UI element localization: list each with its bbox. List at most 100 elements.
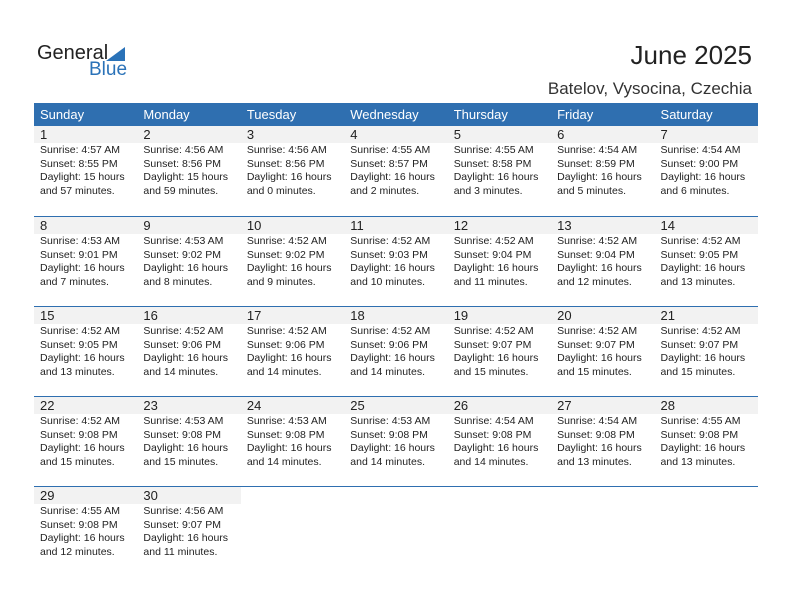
daylight-minutes: and 10 minutes. (350, 275, 425, 288)
logo: General Blue (37, 42, 127, 80)
sunrise-time: Sunrise: 4:55 AM (660, 415, 741, 427)
sunrise-time: Sunrise: 4:53 AM (40, 235, 120, 247)
sunset-time: Sunset: 9:08 PM (40, 518, 118, 531)
sunset-time: Sunset: 9:07 PM (557, 338, 635, 351)
daylight-hours: Daylight: 16 hours (350, 352, 435, 364)
daylight-hours: Daylight: 16 hours (660, 352, 746, 364)
sunrise-time: Sunrise: 4:53 AM (350, 415, 431, 427)
day-number: 8 (34, 217, 138, 234)
day-number: 20 (551, 307, 655, 324)
daylight-minutes: and 13 minutes. (40, 365, 115, 378)
daylight-hours: Daylight: 16 hours (246, 352, 332, 364)
daylight-hours: Daylight: 16 hours (246, 171, 332, 183)
sunset-time: Sunset: 9:00 PM (660, 157, 739, 170)
logo-general-text: General (37, 42, 109, 64)
daylight-hours: Daylight: 16 hours (143, 262, 229, 274)
day-cell: 3 Sunrise: 4:56 AM Sunset: 8:56 PM Daylight… (240, 126, 345, 216)
logo-triangle-icon (106, 47, 125, 61)
daylight-minutes: and 9 minutes. (246, 275, 316, 288)
day-number: 27 (551, 397, 655, 414)
sunset-time: Sunset: 8:56 PM (143, 157, 222, 170)
weekday-saturday: Saturday (660, 107, 713, 122)
sunset-time: Sunset: 9:06 PM (143, 338, 222, 351)
sunrise-time: Sunrise: 4:54 AM (557, 415, 638, 427)
sunrise-time: Sunrise: 4:53 AM (143, 235, 224, 247)
weekday-monday: Monday (143, 107, 190, 122)
daylight-minutes: and 13 minutes. (660, 275, 736, 288)
day-number: 14 (654, 217, 758, 234)
empty-day-cell (241, 487, 344, 576)
day-number: 7 (654, 126, 758, 143)
daylight-hours: Daylight: 16 hours (660, 171, 746, 183)
day-cell: 14 Sunrise: 4:52 AM Sunset: 9:05 PM Dayligh… (654, 217, 758, 306)
day-cell: 30 Sunrise: 4:56 AM Sunset: 9:07 PM Dayligh… (137, 487, 241, 576)
daylight-hours: Daylight: 15 hours (40, 171, 125, 183)
daylight-minutes: and 15 minutes. (40, 455, 115, 468)
daylight-hours: Daylight: 16 hours (350, 442, 435, 454)
day-cell: 7 Sunrise: 4:54 AM Sunset: 9:00 PM Daylight… (654, 126, 758, 216)
day-cell: 29 Sunrise: 4:55 AM Sunset: 9:08 PM Dayligh… (34, 487, 138, 576)
day-number: 11 (344, 217, 448, 234)
day-cell: 24 Sunrise: 4:53 AM Sunset: 9:08 PM Dayligh… (240, 397, 345, 486)
daylight-minutes: and 11 minutes. (453, 275, 528, 288)
sunset-time: Sunset: 9:03 PM (350, 248, 428, 261)
sunset-time: Sunset: 9:07 PM (143, 518, 222, 531)
day-cell: 22 Sunrise: 4:52 AM Sunset: 9:08 PM Dayligh… (34, 397, 138, 486)
day-number: 2 (137, 126, 241, 143)
day-cell: 23 Sunrise: 4:53 AM Sunset: 9:08 PM Dayligh… (137, 397, 241, 486)
sunrise-time: Sunrise: 4:57 AM (40, 144, 120, 156)
page-title: June 2025 (630, 40, 752, 70)
day-number: 19 (447, 307, 552, 324)
day-cell: 18 Sunrise: 4:52 AM Sunset: 9:06 PM Dayligh… (344, 307, 448, 396)
daylight-minutes: and 13 minutes. (660, 455, 736, 468)
logo-blue-text: Blue (89, 59, 128, 80)
sunset-time: Sunset: 9:05 PM (660, 248, 739, 261)
day-cell: 2 Sunrise: 4:56 AM Sunset: 8:56 PM Daylight… (137, 126, 241, 216)
daylight-minutes: and 8 minutes. (143, 275, 213, 288)
day-number: 23 (137, 397, 241, 414)
sunset-time: Sunset: 9:08 PM (453, 428, 532, 441)
day-number: 16 (137, 307, 241, 324)
daylight-minutes: and 59 minutes. (143, 184, 219, 197)
day-number: 29 (34, 487, 138, 504)
day-cell: 1 Sunrise: 4:57 AM Sunset: 8:55 PM Daylight… (34, 126, 138, 216)
sunrise-time: Sunrise: 4:56 AM (143, 144, 224, 156)
day-number: 30 (137, 487, 241, 504)
sunset-time: Sunset: 9:06 PM (246, 338, 325, 351)
day-cell: 11 Sunrise: 4:52 AM Sunset: 9:03 PM Dayligh… (344, 217, 448, 306)
sunset-time: Sunset: 9:07 PM (453, 338, 532, 351)
day-number: 6 (551, 126, 655, 143)
sunrise-time: Sunrise: 4:55 AM (40, 505, 120, 517)
sunset-time: Sunset: 9:02 PM (143, 248, 222, 261)
daylight-hours: Daylight: 16 hours (557, 171, 642, 183)
daylight-hours: Daylight: 16 hours (350, 171, 435, 183)
sunset-time: Sunset: 9:04 PM (557, 248, 635, 261)
daylight-hours: Daylight: 16 hours (557, 352, 642, 364)
daylight-hours: Daylight: 16 hours (453, 352, 539, 364)
sunrise-time: Sunrise: 4:52 AM (453, 235, 534, 247)
sunrise-time: Sunrise: 4:55 AM (350, 144, 431, 156)
sunrise-time: Sunrise: 4:52 AM (246, 235, 327, 247)
daylight-minutes: and 12 minutes. (557, 275, 632, 288)
day-cell: 21 Sunrise: 4:52 AM Sunset: 9:07 PM Dayligh… (654, 307, 758, 396)
day-cell: 8 Sunrise: 4:53 AM Sunset: 9:01 PM Daylight… (34, 217, 138, 306)
weekday-header: Sunday Monday Tuesday Wednesday Thursday Frid… (34, 103, 758, 126)
daylight-hours: Daylight: 16 hours (143, 532, 229, 544)
location: Batelov, Vysocina, Czechia (547, 79, 752, 98)
daylight-minutes: and 57 minutes. (40, 184, 115, 197)
day-cell: 27 Sunrise: 4:54 AM Sunset: 9:08 PM Dayligh… (551, 397, 655, 486)
sunrise-time: Sunrise: 4:52 AM (453, 325, 534, 337)
weekday-friday: Friday (557, 107, 594, 122)
daylight-minutes: and 13 minutes. (557, 455, 632, 468)
sunset-time: Sunset: 9:07 PM (660, 338, 739, 351)
sunrise-time: Sunrise: 4:53 AM (143, 415, 224, 427)
daylight-minutes: and 6 minutes. (660, 184, 730, 197)
daylight-minutes: and 14 minutes. (246, 365, 322, 378)
daylight-minutes: and 11 minutes. (143, 545, 218, 558)
day-cell: 20 Sunrise: 4:52 AM Sunset: 9:07 PM Dayligh… (551, 307, 655, 396)
daylight-hours: Daylight: 16 hours (660, 442, 746, 454)
daylight-hours: Daylight: 16 hours (40, 262, 125, 274)
day-cell: 16 Sunrise: 4:52 AM Sunset: 9:06 PM Dayligh… (137, 307, 241, 396)
daylight-minutes: and 15 minutes. (143, 455, 219, 468)
